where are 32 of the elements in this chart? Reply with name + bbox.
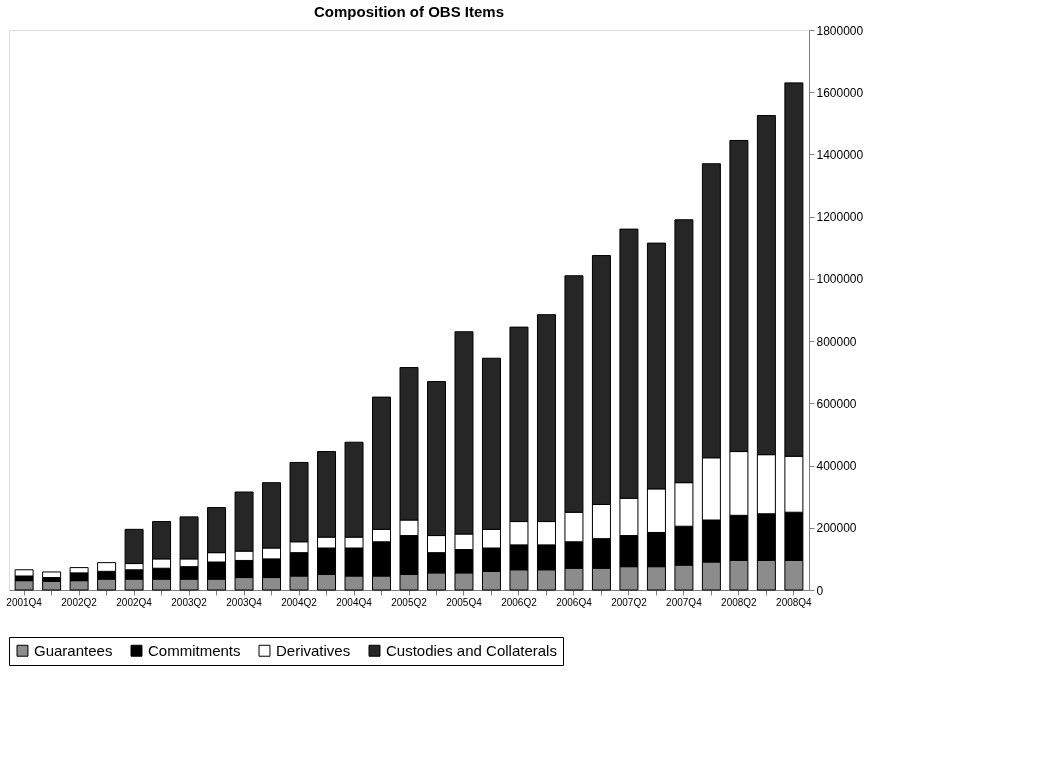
legend-label: Commitments [148, 641, 241, 659]
x-tick-label: 2001Q4 [6, 596, 43, 608]
y-tick-label: 0 [816, 583, 824, 598]
x-tick-label: 2002Q2 [61, 596, 98, 608]
y-tick-label: 1400000 [816, 147, 864, 162]
y-tick-label: 800000 [816, 334, 857, 349]
y-tick-label: 400000 [816, 459, 857, 474]
y-tick-label: 1800000 [816, 23, 864, 38]
bar [42, 571, 62, 579]
x-tick-label: 2005Q2 [391, 596, 428, 608]
x-tick-label: 2002Q4 [116, 596, 153, 608]
chart-title: Composition of OBS Items [313, 3, 505, 20]
x-tick-label: 2006Q2 [501, 596, 538, 608]
x-tick-label: 2008Q4 [776, 596, 813, 608]
x-tick-label: 2003Q2 [171, 596, 208, 608]
legend-label: Derivatives [276, 641, 351, 659]
x-tick-label: 2008Q2 [721, 596, 758, 608]
legend-label: Custodies and Collaterals [386, 641, 557, 659]
x-tick-label: 2007Q2 [611, 596, 648, 608]
x-tick-label: 2005Q4 [446, 596, 483, 608]
x-tick-label: 2004Q4 [336, 596, 373, 608]
y-tick-label: 1200000 [816, 210, 864, 225]
x-tick-label: 2004Q2 [281, 596, 318, 608]
x-tick-label: 2003Q4 [226, 596, 263, 608]
y-tick-label: 200000 [816, 521, 857, 536]
y-tick-label: 1000000 [816, 272, 864, 287]
y-tick-label: 600000 [816, 396, 857, 411]
bar [14, 569, 34, 577]
x-tick-label: 2007Q4 [666, 596, 703, 608]
x-tick-label: 2006Q4 [556, 596, 593, 608]
y-tick-label: 1600000 [816, 85, 864, 100]
legend-label: Guarantees [34, 641, 113, 659]
